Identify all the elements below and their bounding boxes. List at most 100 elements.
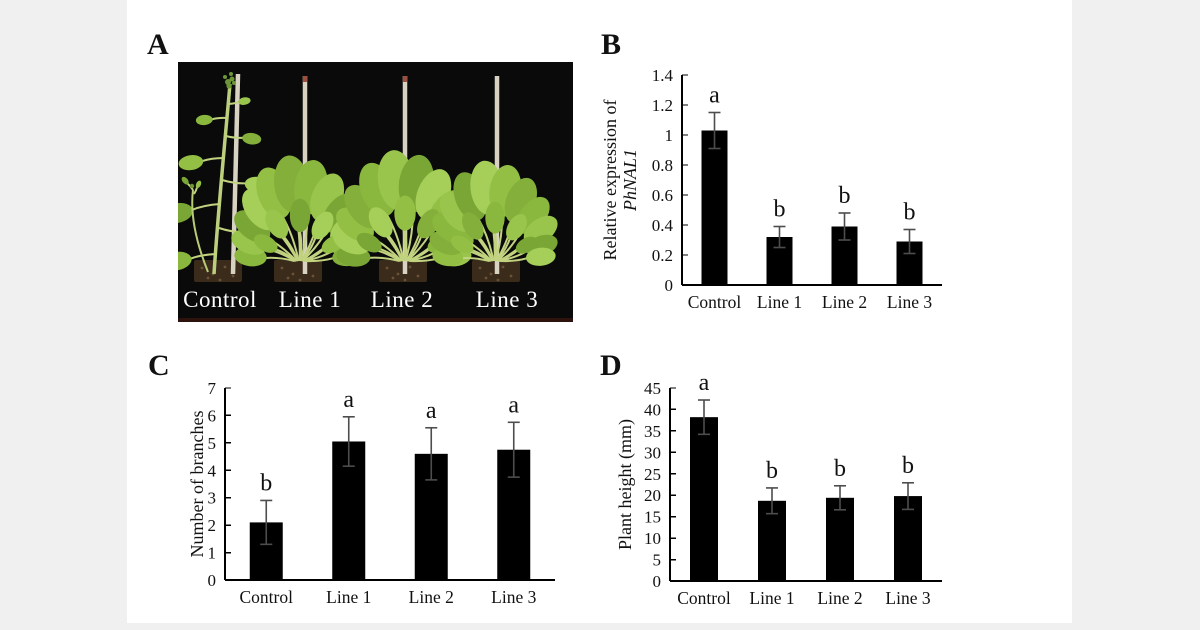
category-label: Line 3 [885,588,930,608]
y-tick-label: 0 [208,571,217,590]
panel-b-label: B [601,28,622,61]
y-tick-label: 1 [665,126,674,145]
y-tick-label: 5 [208,434,217,453]
y-tick-label: 0.2 [652,246,673,265]
leaf [227,97,251,105]
sig-letter: b [904,200,916,226]
y-tick-label: 0.8 [652,156,673,175]
sig-letter: b [766,458,778,484]
leaf [253,234,297,262]
y-tick-label: 5 [653,551,662,570]
y-tick-label: 7 [208,379,217,398]
y-axis-label: Number of branches [187,411,207,558]
category-label: Control [240,587,294,607]
plant-height-bar-chart: 0 5 10 15 20 25 30 35 40 45 a Control b Line 1 b Line 2… [615,370,942,608]
category-label: Line 2 [817,588,862,608]
leaf [289,198,311,262]
y-tick-label: 1.4 [652,66,674,85]
y-tick-label: 2 [208,516,217,535]
y-tick-label: 1 [208,544,217,563]
stake-tip [302,76,308,82]
panel-a-label: A [147,28,169,61]
category-label: Line 3 [887,292,932,310]
stake-tip [402,76,408,82]
y-axis-label: PhNAL1 [620,149,640,212]
leaf [500,247,556,266]
y-tick-label: 45 [644,379,661,398]
leaf [195,114,228,126]
sig-letter: b [839,183,851,209]
photo-label-control: Control [183,287,257,312]
bud-cluster [229,76,235,82]
control-stem [212,83,232,275]
sig-letter: a [343,387,354,413]
soil-pot [274,260,322,282]
category-label: Line 3 [491,587,536,607]
bud-cluster [226,83,232,89]
branches-bar-chart: 0 1 2 3 4 5 6 7 b Control a Line 1 a Line 2 a Line 3 Num… [187,379,555,607]
y-tick-label: 0 [665,276,674,295]
y-tick-label: 30 [644,443,661,462]
y-tick-label: 25 [644,465,661,484]
sig-letter: a [508,392,519,418]
sig-letter: a [709,83,720,109]
panel-c-label: C [148,349,170,382]
plants-illustration [178,72,558,282]
y-axis-label: Relative expression of [600,100,620,261]
leaf [356,232,402,262]
leaf [485,201,505,262]
bud-cluster [223,75,227,79]
leaf [193,180,202,195]
y-tick-label: 15 [644,508,661,527]
y-tick-label: 6 [208,406,217,425]
y-axis-label: Plant height (mm) [615,419,636,550]
sig-letter: b [774,197,786,223]
expression-bar-chart: 0 0.2 0.4 0.6 0.8 1 1.2 1.4 a Control b Line 1 b Line… [600,66,942,310]
bar [826,497,854,581]
leaf [496,214,527,262]
leaf [178,202,221,224]
y-tick-label: 0.6 [652,186,673,205]
y-tick-label: 35 [644,422,661,441]
category-label: Line 1 [757,292,802,310]
sig-letter: a [699,370,710,396]
leaf [181,176,194,191]
leaf [451,235,492,262]
panel-d-label: D [600,349,622,382]
side-shoot [191,189,209,273]
photo-label-line1: Line 1 [278,287,342,312]
category-label: Control [677,588,731,608]
y-tick-label: 40 [644,400,661,419]
y-tick-label: 0.4 [652,216,674,235]
y-tick-label: 4 [208,461,217,480]
y-tick-label: 20 [644,486,661,505]
category-label: Control [688,292,742,310]
leaf [394,195,416,262]
category-label: Line 2 [822,292,867,310]
leaf [461,212,494,262]
leaf [368,207,404,262]
leaf [498,236,538,262]
photo-label-line3: Line 3 [475,287,539,312]
category-label: Line 1 [749,588,794,608]
sig-letter: b [902,453,914,479]
photo-label-line2: Line 2 [370,287,434,312]
sig-letter: b [260,470,272,496]
leaf [225,132,262,145]
sig-letter: a [426,398,437,424]
y-tick-label: 0 [653,572,662,591]
sig-letter: b [834,456,846,482]
category-label: Line 2 [409,587,454,607]
plant-photo-panel: Control Line 1 Line 2 Line 3 [178,62,573,322]
leaf [265,209,299,262]
bar [690,417,718,581]
leaf [178,155,225,171]
bud-cluster [232,81,236,85]
y-tick-label: 1.2 [652,96,673,115]
bar [894,496,922,581]
bud-cluster [229,72,233,76]
leaf [301,211,334,262]
bar [701,130,728,285]
category-label: Line 1 [326,587,371,607]
